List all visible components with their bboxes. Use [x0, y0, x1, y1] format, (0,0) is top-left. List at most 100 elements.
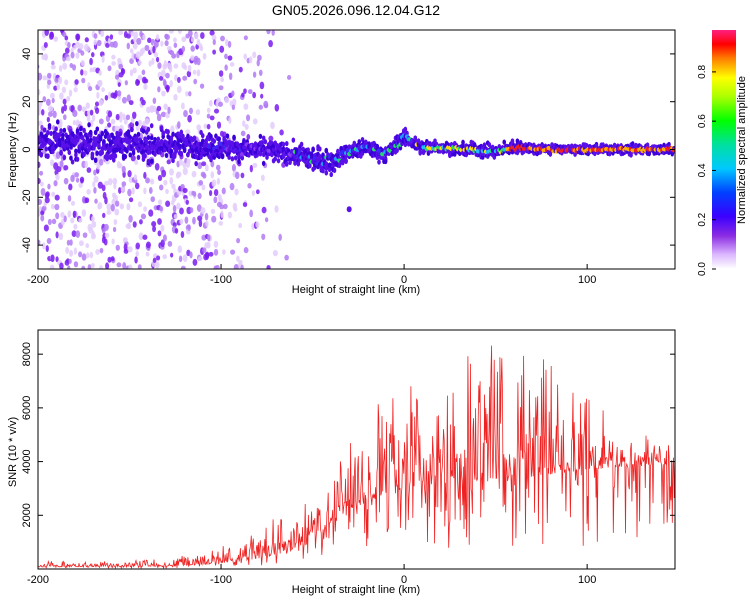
spectrogram-point [228, 117, 232, 124]
spectrogram-point [169, 30, 174, 34]
spectrogram-point [114, 90, 118, 98]
spectrogram-ridge-point [233, 155, 238, 161]
spectrogram-point [243, 247, 249, 254]
spectrogram-point [89, 57, 93, 66]
colorbar-tick-label: 0.0 [697, 262, 708, 276]
spectrogram-ridge-point [166, 129, 170, 135]
spectrogram-point [126, 222, 131, 230]
y-tick-label: 6000 [21, 396, 33, 420]
spectrogram-point [132, 111, 137, 120]
spectrogram-point [151, 57, 155, 65]
spectrogram-point [263, 103, 269, 109]
spectrogram-point [50, 64, 56, 70]
spectrogram-point [189, 251, 193, 259]
spectrogram-ridge-point [149, 135, 154, 141]
spectrogram-point [195, 44, 199, 50]
spectrogram-point [176, 85, 182, 94]
spectrogram-point [188, 107, 193, 115]
spectrogram-ridge-point [194, 161, 198, 167]
spectrogram-ridge-point [126, 129, 131, 135]
spectrogram-point [145, 251, 150, 257]
x-tick-label: 100 [578, 574, 596, 586]
spectrogram-point [171, 183, 176, 189]
spectrogram-point [207, 234, 211, 242]
spectrogram-point [249, 164, 253, 173]
spectrogram-point [74, 79, 79, 85]
spectrogram-point [252, 91, 257, 99]
spectrogram-point [84, 197, 90, 204]
spectrogram-ridge-point [55, 119, 60, 125]
spectrogram-point [81, 253, 87, 261]
spectrogram-point [126, 94, 131, 103]
spectrogram-point [180, 231, 185, 238]
spectrogram-point [40, 210, 45, 216]
spectrogram-point [240, 130, 246, 137]
spectrogram-point [75, 52, 80, 59]
spectrogram-ridge-point [242, 144, 246, 151]
spectrogram-point [104, 94, 109, 101]
spectrogram-point [72, 109, 78, 118]
spectrogram-point [152, 97, 157, 104]
spectrogram-ridge-point [69, 143, 73, 150]
spectrogram-point [248, 56, 253, 64]
spectrogram-point [44, 196, 50, 204]
spectrogram-ridge-point [60, 135, 65, 142]
spectrogram-point [47, 218, 52, 226]
spectrogram-point [243, 88, 247, 94]
spectrogram-point [115, 244, 120, 251]
spectrogram-point [174, 228, 179, 234]
spectrogram-point [61, 86, 67, 94]
spectrogram-ridge-point [115, 130, 119, 136]
spectrogram-point [60, 211, 65, 218]
spectrogram-point [156, 105, 162, 112]
spectrogram-ridge-point [288, 159, 292, 166]
spectrogram-point [213, 248, 219, 256]
spectrogram-point [213, 108, 220, 114]
spectrogram-ridge-point [149, 158, 154, 164]
spectrogram-point [55, 212, 60, 220]
spectrogram-ridge-point [141, 128, 146, 134]
spectrogram-ridge-point [144, 144, 149, 150]
spectrogram-point [78, 240, 84, 247]
spectrogram-point [200, 32, 205, 39]
spectrogram-point [55, 151, 61, 159]
spectrogram-point [84, 160, 88, 169]
spectrogram-point [187, 114, 192, 123]
spectrogram-point [238, 66, 243, 73]
spectrogram-point [232, 98, 237, 106]
spectrogram-point [153, 52, 159, 58]
spectrogram-point [284, 254, 289, 261]
spectrogram-ridge-point [59, 128, 63, 134]
spectrogram-point [78, 182, 83, 188]
spectrogram-point [129, 121, 135, 129]
spectrogram-point [38, 177, 41, 185]
spectrogram-point [229, 100, 233, 107]
spectrogram-point [198, 180, 204, 186]
spectrogram-point [209, 30, 215, 36]
spectrogram-point [165, 72, 170, 79]
spectrogram-point [59, 262, 64, 269]
spectrogram-point [49, 31, 54, 38]
spectrogram-point [119, 111, 123, 118]
spectrogram-point [240, 172, 245, 179]
spectrogram-point [139, 219, 143, 225]
spectrogram-point [152, 257, 157, 263]
spectrogram-ridge-point [230, 156, 235, 162]
spectrogram-point [261, 233, 266, 240]
spectrogram-point [181, 36, 187, 43]
spectrogram-point [164, 34, 170, 40]
spectrogram-ridge-point [284, 161, 289, 167]
spectrogram-point [205, 252, 210, 260]
spectrogram-point [38, 239, 41, 246]
spectrogram-point [160, 239, 165, 248]
spectrogram-ridge-point [237, 158, 241, 165]
spectrogram-point [138, 60, 142, 66]
spectrogram-point [56, 165, 62, 173]
spectrogram-point [120, 68, 126, 75]
spectrogram-point [105, 262, 110, 269]
spectrogram-ridge-point [98, 135, 103, 141]
spectrogram-point [252, 162, 258, 168]
spectrogram-point [119, 116, 123, 123]
spectrogram-point [201, 184, 206, 191]
spectrogram-point [143, 78, 149, 84]
